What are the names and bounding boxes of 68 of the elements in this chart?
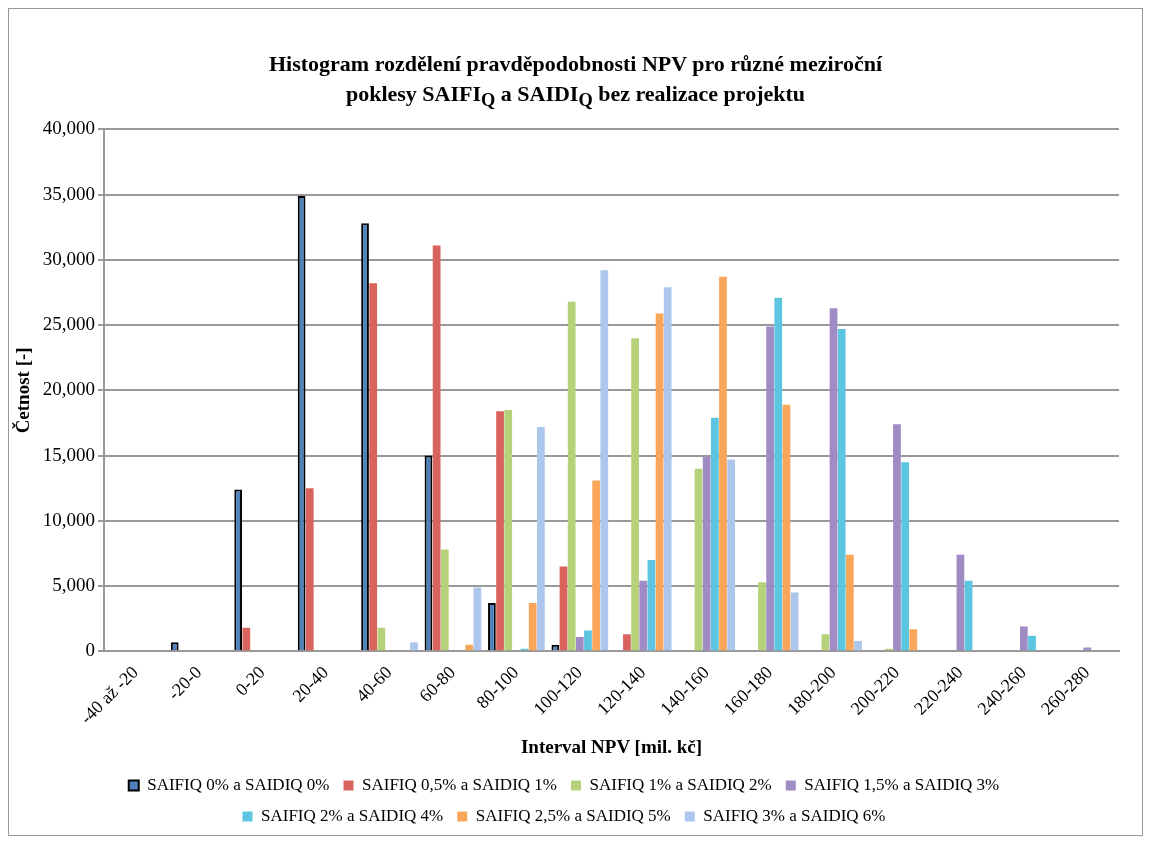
bar [504, 410, 513, 651]
bar [631, 338, 639, 651]
bar [829, 308, 838, 651]
y-tick-label: 35,000 [42, 183, 96, 205]
legend-label: SAIFIQ 2,5% a SAIDIQ 5% [475, 806, 671, 826]
bar [465, 645, 474, 651]
bar [242, 628, 251, 651]
bar [559, 566, 568, 651]
bar [440, 549, 449, 651]
bar [837, 329, 846, 651]
bar [1028, 636, 1036, 651]
legend-label: SAIFIQ 0,5% a SAIDIQ 1% [361, 775, 558, 795]
bar [647, 560, 656, 651]
bar [727, 459, 736, 651]
bar [584, 630, 592, 651]
bar [575, 637, 584, 651]
bar [305, 488, 314, 651]
bar [410, 642, 418, 651]
bar [528, 603, 537, 651]
bar [766, 326, 774, 651]
bar [377, 628, 386, 651]
x-tick-label: 0-20 [231, 662, 269, 700]
y-tick-label: 15,000 [42, 443, 96, 465]
bar [901, 462, 910, 651]
bar [473, 587, 482, 651]
bar [592, 480, 600, 651]
bar [845, 555, 854, 651]
y-tick-label: 5,000 [52, 574, 96, 596]
bar [536, 427, 545, 651]
y-tick-label: 30,000 [42, 248, 96, 270]
bar [758, 582, 766, 651]
bar [600, 270, 609, 651]
bar [567, 302, 576, 651]
bar [369, 283, 378, 651]
bar [719, 277, 727, 651]
x-tick-label: -40 až -20 [76, 662, 142, 729]
y-tick-label: 10,000 [42, 509, 96, 531]
bar [893, 424, 901, 651]
bar [663, 287, 672, 651]
y-tick-label: 40,000 [42, 117, 96, 139]
bar [854, 641, 862, 651]
bar [1083, 647, 1092, 651]
y-tick-label: 0 [85, 639, 96, 661]
legend-label: SAIFIQ 0% a SAIDIQ 0% [147, 775, 330, 795]
bar [655, 313, 664, 651]
bar [1019, 626, 1028, 651]
chart-title: Histogram rozdělení pravděpodobnosti NPV pro různé meziroční poklesy SAIFI$_{Q}$ a SAIDI$_{Q}$ bez realizace projektu [267, 50, 884, 113]
bar [774, 298, 783, 651]
bar [782, 405, 791, 651]
bar [702, 457, 711, 651]
legend-label: SAIFIQ 1% a SAIDIQ 2% [589, 775, 772, 795]
bar [909, 629, 918, 651]
y-tick-label: 25,000 [42, 313, 96, 335]
legend-label: SAIFIQ 3% a SAIDIQ 6% [703, 806, 886, 826]
bar [432, 245, 441, 651]
bar [821, 634, 830, 651]
bar [710, 418, 719, 651]
bar [639, 581, 648, 651]
legend-label: SAIFIQ 2% a SAIDIQ 4% [260, 806, 444, 826]
x-axis-title: Interval NPV [mil. kč] [520, 735, 703, 757]
bar [496, 411, 504, 651]
bar [623, 634, 631, 651]
legend-label: SAIFIQ 1,5% a SAIDIQ 3% [804, 775, 1000, 795]
y-tick-label: 20,000 [42, 378, 96, 400]
bar [694, 469, 703, 651]
y-axis-title: Četnost [-] [12, 347, 34, 434]
bar [956, 555, 965, 651]
bar [964, 581, 973, 651]
